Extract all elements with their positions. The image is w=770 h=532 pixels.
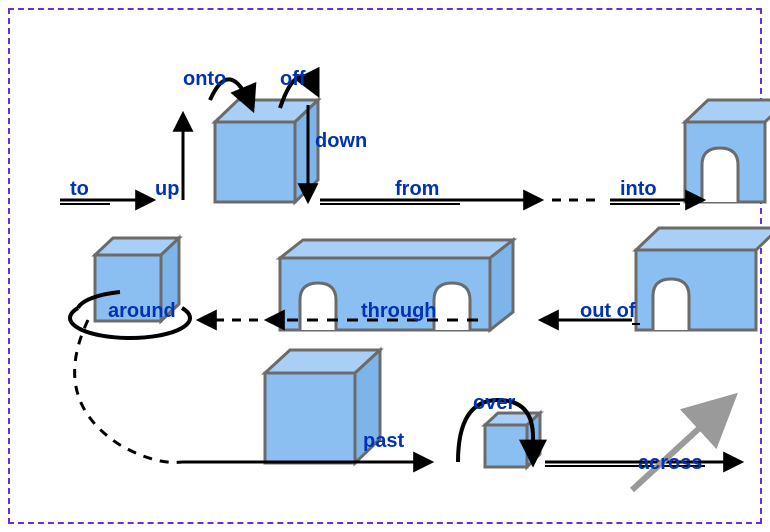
- label-over: over: [473, 392, 515, 415]
- label-off: off: [280, 68, 306, 91]
- label-past: past: [363, 430, 404, 453]
- cube-outof: [636, 228, 770, 330]
- label-down: down: [315, 130, 367, 153]
- label-across: across: [638, 452, 703, 475]
- gray-diagonal-arrow: [632, 400, 730, 490]
- cube-row1-main: [215, 100, 318, 202]
- label-into: into: [620, 178, 657, 201]
- dash-around-to-past: [75, 320, 182, 462]
- cube-row1-into: [685, 100, 770, 202]
- label-onto: onto: [183, 68, 226, 91]
- label-around: around: [108, 300, 176, 323]
- label-through: through: [361, 300, 437, 323]
- label-to: to: [70, 178, 89, 201]
- label-up: up: [155, 178, 179, 201]
- label-from: from: [395, 178, 439, 201]
- label-outof: out of: [580, 300, 636, 323]
